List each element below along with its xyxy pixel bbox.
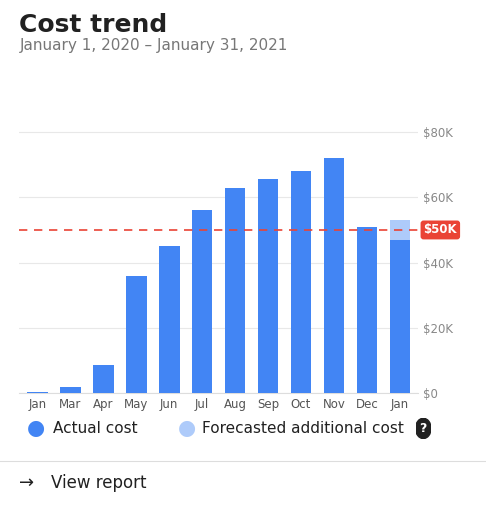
Bar xyxy=(126,276,147,393)
Text: ●: ● xyxy=(27,418,45,439)
Bar xyxy=(225,188,245,393)
Bar xyxy=(324,158,344,393)
Text: View report: View report xyxy=(51,474,147,492)
Text: January 1, 2020 – January 31, 2021: January 1, 2020 – January 31, 2021 xyxy=(19,38,288,53)
Bar xyxy=(258,179,278,393)
Bar xyxy=(390,240,410,393)
Text: Cost trend: Cost trend xyxy=(19,13,168,37)
Bar xyxy=(93,365,114,393)
Text: Actual cost: Actual cost xyxy=(53,421,138,436)
Circle shape xyxy=(416,418,431,439)
Bar xyxy=(27,392,48,393)
Text: $50K: $50K xyxy=(423,224,457,236)
Bar xyxy=(357,227,377,393)
Bar xyxy=(159,246,179,393)
Bar xyxy=(192,210,212,393)
Text: Forecasted additional cost: Forecasted additional cost xyxy=(202,421,403,436)
Bar xyxy=(390,220,410,240)
Text: ●: ● xyxy=(177,418,196,439)
Bar xyxy=(291,171,311,393)
Text: ?: ? xyxy=(419,422,427,435)
Bar xyxy=(60,387,81,393)
Text: →: → xyxy=(19,474,35,492)
